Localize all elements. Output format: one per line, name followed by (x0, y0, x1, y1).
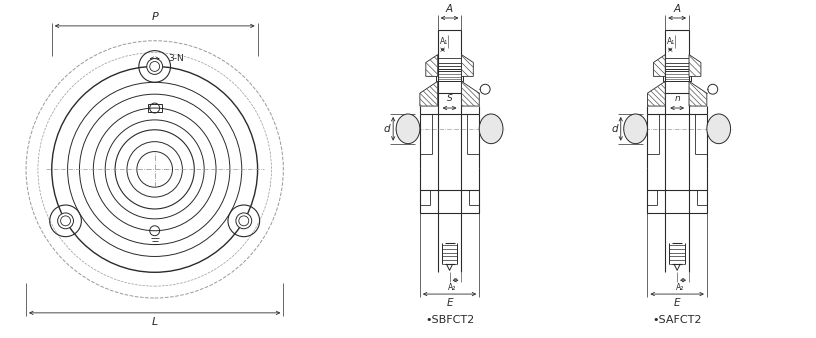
Text: •SAFCT2: •SAFCT2 (653, 315, 702, 325)
Bar (436, 69, 463, 81)
Polygon shape (689, 81, 707, 106)
Text: A₁: A₁ (667, 37, 676, 46)
Text: A₁: A₁ (440, 37, 448, 46)
Bar (663, 69, 691, 81)
Ellipse shape (58, 213, 73, 229)
Ellipse shape (623, 114, 647, 144)
Text: •SBFCT2: •SBFCT2 (425, 315, 474, 325)
Ellipse shape (479, 114, 503, 144)
Text: A₂: A₂ (448, 283, 457, 292)
Ellipse shape (396, 114, 420, 144)
Text: S: S (446, 94, 452, 103)
Text: 3-N: 3-N (169, 54, 184, 63)
Ellipse shape (147, 58, 162, 74)
Polygon shape (689, 55, 701, 76)
Ellipse shape (236, 213, 251, 229)
Ellipse shape (481, 84, 490, 94)
Ellipse shape (707, 114, 730, 144)
Text: d: d (611, 124, 618, 134)
Text: E: E (446, 298, 453, 308)
Text: d: d (384, 124, 390, 134)
Polygon shape (420, 81, 437, 106)
Text: A: A (673, 4, 681, 14)
Text: A: A (446, 4, 453, 14)
Text: n: n (674, 94, 680, 103)
Polygon shape (654, 55, 665, 76)
Polygon shape (426, 55, 437, 76)
Text: L: L (152, 317, 157, 327)
Text: P: P (151, 12, 158, 22)
Text: E: E (674, 298, 681, 308)
Text: A₂: A₂ (676, 283, 685, 292)
Polygon shape (647, 81, 665, 106)
Ellipse shape (707, 84, 718, 94)
Polygon shape (461, 55, 473, 76)
Bar (148, 104, 162, 112)
Polygon shape (461, 81, 479, 106)
